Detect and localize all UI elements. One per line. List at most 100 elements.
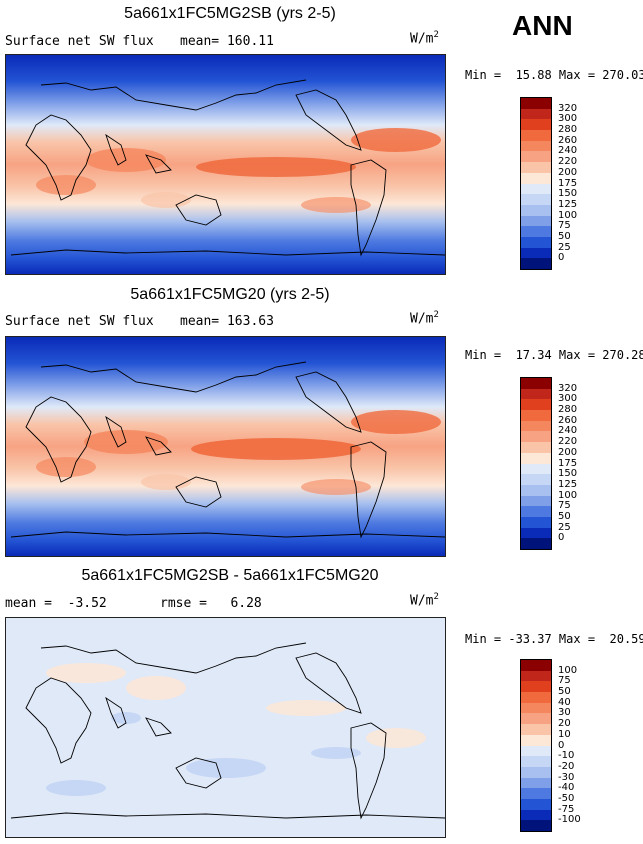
colorbar-swatch xyxy=(521,258,551,269)
colorbar-swatch xyxy=(521,410,551,421)
colorbar-swatch xyxy=(521,692,551,703)
colorbar-level-label: 20 xyxy=(558,718,571,730)
colorbar-level-label: 100 xyxy=(558,209,578,221)
colorbar-swatch xyxy=(521,162,551,173)
colorbar-level-label: -30 xyxy=(558,771,575,783)
panel1-minmax: Min = 15.88 Max = 270.03 xyxy=(465,68,643,82)
colorbar-swatch xyxy=(521,756,551,767)
colorbar-level-label: 280 xyxy=(558,124,578,136)
colorbar-level-label: 150 xyxy=(558,188,578,200)
colorbar-swatch xyxy=(521,495,551,507)
colorbar-level-label: 100 xyxy=(558,489,578,501)
colorbar-level-label: 300 xyxy=(558,393,578,405)
colorbar-level-label: 220 xyxy=(558,156,578,168)
colorbar-level-label: 25 xyxy=(558,241,571,253)
colorbar-level-label: 200 xyxy=(558,446,578,458)
colorbar-swatch xyxy=(521,194,551,205)
colorbar-level-label: 75 xyxy=(558,220,571,232)
colorbar-level-label: 75 xyxy=(558,500,571,512)
colorbar-swatch xyxy=(521,452,551,464)
colorbar-swatch xyxy=(521,130,551,141)
panel2-minmax: Min = 17.34 Max = 270.28 xyxy=(465,348,643,362)
colorbar-swatch xyxy=(521,766,551,778)
colorbar-level-label: 175 xyxy=(558,177,578,189)
colorbar-swatch xyxy=(521,140,551,152)
colorbar-swatch xyxy=(521,172,551,184)
colorbar-level-label: 100 xyxy=(558,664,578,676)
colorbar-swatch xyxy=(521,247,551,259)
colorbar-level-label: -100 xyxy=(558,814,581,826)
panel1-variable-label: Surface net SW flux xyxy=(5,34,154,49)
colorbar-level-label: 320 xyxy=(558,382,578,394)
panel1-mean: mean= 160.11 xyxy=(180,34,274,49)
colorbar-level-label: 280 xyxy=(558,404,578,416)
colorbar-swatch xyxy=(521,538,551,549)
colorbar-swatch xyxy=(521,151,551,163)
panel2-map xyxy=(5,336,446,557)
panel2-title: 5a661x1FC5MG20 (yrs 2-5) xyxy=(130,286,330,303)
colorbar-level-label: 125 xyxy=(558,478,578,490)
panel1-title: 5a661x1FC5MG2SB (yrs 2-5) xyxy=(124,5,336,22)
colorbar-swatch xyxy=(521,777,551,789)
season-label: ANN xyxy=(512,10,573,41)
colorbar-swatch xyxy=(521,215,551,227)
colorbar-level-label: 220 xyxy=(558,436,578,448)
colorbar-level-label: 25 xyxy=(558,521,571,533)
colorbar-swatch xyxy=(521,420,551,432)
panel3-mean: mean = -3.52 xyxy=(5,596,107,611)
colorbar-swatch xyxy=(521,724,551,735)
colorbar-level-label: 50 xyxy=(558,686,571,698)
colorbar-level-label: 260 xyxy=(558,414,578,426)
colorbar-level-label: 0 xyxy=(558,532,565,544)
colorbar-level-label: 240 xyxy=(558,145,578,157)
panel3-title: 5a661x1FC5MG2SB - 5a661x1FC5MG20 xyxy=(81,567,379,584)
colorbar-level-label: 125 xyxy=(558,198,578,210)
panel3-map xyxy=(5,617,446,838)
colorbar-swatch xyxy=(521,474,551,485)
panel2-colorbar xyxy=(520,377,552,550)
colorbar-level-label: 30 xyxy=(558,707,571,719)
colorbar-swatch xyxy=(521,484,551,496)
colorbar-level-label: 0 xyxy=(558,739,565,751)
colorbar-level-label: 260 xyxy=(558,134,578,146)
colorbar-swatch xyxy=(521,399,551,411)
colorbar-swatch xyxy=(521,516,551,528)
colorbar-level-label: 50 xyxy=(558,510,571,522)
colorbar-swatch xyxy=(521,204,551,216)
panel3-colorbar xyxy=(520,659,552,832)
colorbar-level-label: 240 xyxy=(558,425,578,437)
colorbar-swatch xyxy=(521,378,551,389)
colorbar-swatch xyxy=(521,745,551,757)
panel3-minmax: Min = -33.37 Max = 20.59 xyxy=(465,632,643,646)
colorbar-level-label: -20 xyxy=(558,760,575,772)
colorbar-swatch xyxy=(521,660,551,671)
colorbar-swatch xyxy=(521,388,551,400)
panel3-rmse: rmse = 6.28 xyxy=(160,596,262,611)
colorbar-swatch xyxy=(521,463,551,475)
colorbar-level-label: 10 xyxy=(558,728,571,740)
colorbar-level-label: 0 xyxy=(558,252,565,264)
panel1-map xyxy=(5,54,446,275)
colorbar-swatch xyxy=(521,236,551,248)
colorbar-swatch xyxy=(521,527,551,539)
colorbar-swatch xyxy=(521,702,551,714)
colorbar-swatch xyxy=(521,431,551,443)
panel2-units: W/m2 xyxy=(410,310,439,327)
colorbar-level-label: 300 xyxy=(558,113,578,125)
colorbar-swatch xyxy=(521,788,551,799)
colorbar-swatch xyxy=(521,809,551,821)
colorbar-level-label: -40 xyxy=(558,782,575,794)
colorbar-swatch xyxy=(521,798,551,810)
colorbar-level-label: 320 xyxy=(558,102,578,114)
colorbar-level-label: -75 xyxy=(558,803,575,815)
panel1-colorbar xyxy=(520,97,552,270)
panel2-variable-label: Surface net SW flux xyxy=(5,314,154,329)
colorbar-swatch xyxy=(521,681,551,693)
colorbar-swatch xyxy=(521,670,551,682)
colorbar-level-label: 150 xyxy=(558,468,578,480)
colorbar-swatch xyxy=(521,98,551,109)
colorbar-swatch xyxy=(521,713,551,725)
colorbar-swatch xyxy=(521,226,551,237)
colorbar-swatch xyxy=(521,108,551,120)
colorbar-level-label: 175 xyxy=(558,457,578,469)
